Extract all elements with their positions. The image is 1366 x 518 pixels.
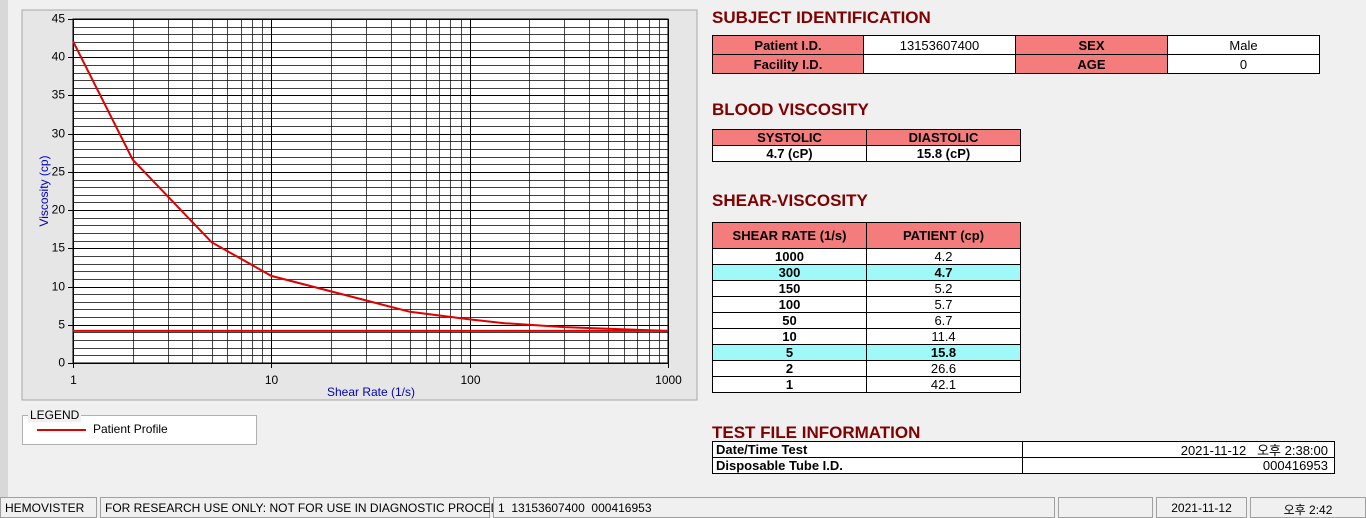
value-cell: [863, 54, 1016, 74]
header-cell: DIASTOLIC: [866, 129, 1021, 146]
value-cell: 000416953: [1022, 457, 1335, 474]
viscosity-cell: 4.2: [866, 248, 1021, 265]
label-cell: AGE: [1015, 54, 1168, 74]
viscosity-cell: 4.7: [866, 264, 1021, 281]
viscosity-cell: 11.4: [866, 328, 1021, 345]
value-cell: 4.7 (cP): [712, 145, 867, 162]
value-cell: 0: [1167, 54, 1320, 74]
value-cell: 15.8 (cP): [866, 145, 1021, 162]
y-axis-label: Viscosity (cp): [37, 155, 51, 226]
x-tick-label: 1000: [655, 373, 682, 387]
y-tick-label: 30: [52, 127, 66, 141]
shear-rate-cell: 1000: [712, 248, 867, 265]
shear-rate-cell: 100: [712, 296, 867, 313]
value-cell: Male: [1167, 35, 1320, 55]
legend-label: Patient Profile: [93, 422, 168, 436]
header-cell: SHEAR RATE (1/s): [712, 222, 867, 249]
shear-rate-cell: 2: [712, 360, 867, 377]
status-cell: 1 13153607400 000416953: [493, 497, 1055, 518]
status-cell: 오후 2:42: [1250, 497, 1366, 518]
shear-rate-cell: 150: [712, 280, 867, 297]
label-cell: Patient I.D.: [712, 35, 864, 55]
x-tick-label: 1: [70, 373, 77, 387]
plot-area: [73, 19, 668, 363]
value-cell: 13153607400: [863, 35, 1016, 55]
shear-rate-cell: 5: [712, 344, 867, 361]
shear-rate-cell: 300: [712, 264, 867, 281]
y-tick-label: 25: [52, 165, 66, 179]
y-tick-label: 35: [52, 88, 66, 102]
y-tick-label: 20: [52, 203, 66, 217]
y-tick-label: 15: [52, 241, 66, 255]
x-tick-label: 100: [460, 373, 480, 387]
status-cell: 2021-11-12: [1156, 497, 1247, 518]
label-cell: Facility I.D.: [712, 54, 864, 74]
y-tick-label: 0: [58, 356, 65, 370]
viscosity-cell: 5.2: [866, 280, 1021, 297]
label-cell: SEX: [1015, 35, 1168, 55]
header-cell: PATIENT (cp): [866, 222, 1021, 249]
x-axis-label: Shear Rate (1/s): [327, 385, 415, 399]
header-cell: SYSTOLIC: [712, 129, 867, 146]
y-tick-label: 45: [52, 12, 66, 26]
y-tick-label: 5: [58, 318, 65, 332]
label-cell: Disposable Tube I.D.: [712, 457, 1023, 474]
section-title: TEST FILE INFORMATION: [712, 423, 921, 442]
viscosity-cell: 42.1: [866, 376, 1021, 393]
shear-rate-cell: 50: [712, 312, 867, 329]
y-tick-label: 10: [52, 280, 66, 294]
legend-swatch: [37, 429, 86, 431]
viscosity-cell: 6.7: [866, 312, 1021, 329]
shear-rate-cell: 10: [712, 328, 867, 345]
viscosity-cell: 26.6: [866, 360, 1021, 377]
y-tick-label: 40: [52, 50, 66, 64]
legend-title: LEGEND: [28, 408, 82, 422]
series-line: [72, 40, 669, 332]
x-tick-label: 10: [265, 373, 279, 387]
value-cell: 2021-11-12 오후 2:38:00: [1022, 441, 1335, 458]
section-title: BLOOD VISCOSITY: [712, 100, 869, 119]
chart: Shear Rate (1/s) Viscosity (cp) 0 5 10 15 20…: [21, 9, 698, 401]
plot-frame: [72, 18, 669, 364]
status-cell: [1058, 497, 1153, 518]
status-cell: FOR RESEARCH USE ONLY: NOT FOR USE IN DI…: [100, 497, 533, 518]
shear-rate-cell: 1: [712, 376, 867, 393]
viscosity-cell: 5.7: [866, 296, 1021, 313]
left-edge: [0, 0, 8, 497]
label-cell: Date/Time Test: [712, 441, 1023, 458]
section-title: SHEAR-VISCOSITY: [712, 191, 868, 210]
section-title: SUBJECT IDENTIFICATION: [712, 8, 931, 27]
status-cell: HEMOVISTER: [0, 497, 97, 518]
viscosity-cell: 15.8: [866, 344, 1021, 361]
